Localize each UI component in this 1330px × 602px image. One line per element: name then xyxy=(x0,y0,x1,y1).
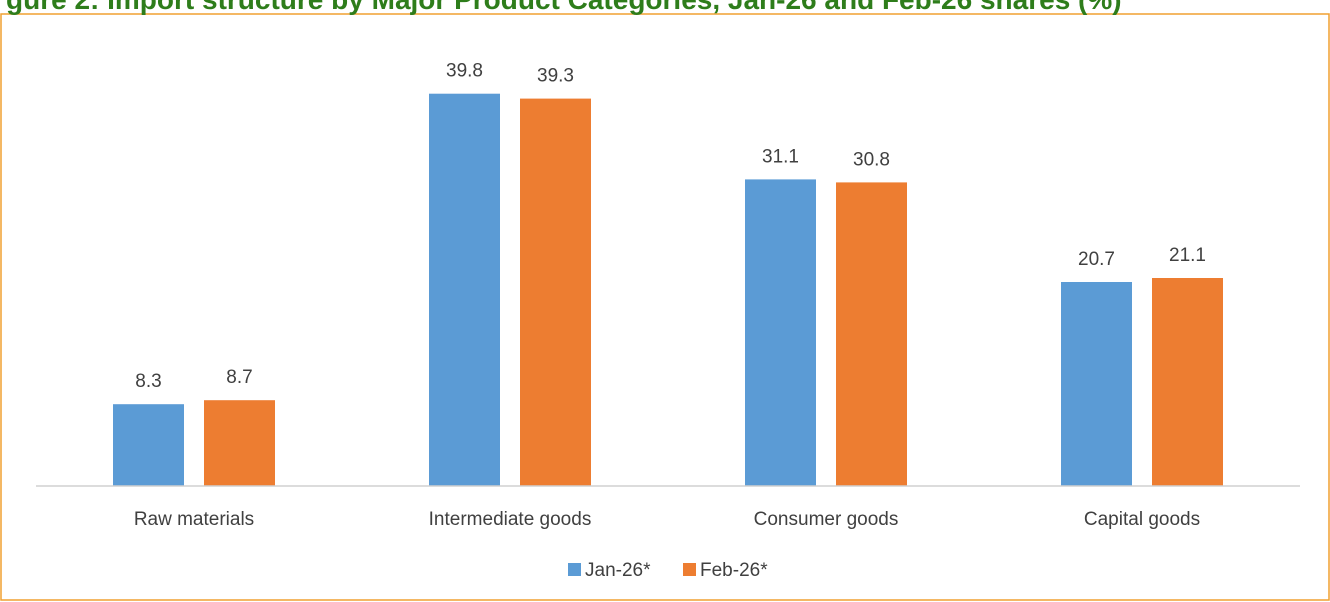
bars-layer xyxy=(113,93,1223,486)
data-label: 8.3 xyxy=(135,371,161,392)
bar-capital-goods-1 xyxy=(1152,278,1223,486)
bar-capital-goods-0 xyxy=(1061,282,1132,486)
bar-consumer-goods-0 xyxy=(745,179,816,486)
bar-consumer-goods-1 xyxy=(836,182,907,486)
data-label: 8.7 xyxy=(226,367,252,388)
legend-label-0: Jan-26* xyxy=(585,560,651,581)
x-tick-label: Intermediate goods xyxy=(429,509,592,530)
x-tick-label: Consumer goods xyxy=(754,509,899,530)
legend-swatch-1 xyxy=(683,563,696,576)
bar-intermediate-goods-0 xyxy=(429,93,500,486)
data-label: 39.3 xyxy=(537,66,574,87)
x-tick-label: Raw materials xyxy=(134,509,254,530)
bar-raw-materials-1 xyxy=(204,400,275,486)
x-tick-label: Capital goods xyxy=(1084,509,1200,530)
data-label: 31.1 xyxy=(762,146,799,167)
bar-intermediate-goods-1 xyxy=(520,98,591,486)
data-labels-layer: 8.3 8.7 39.8 39.3 31.1 30.8 20.7 21.1 xyxy=(135,61,1206,393)
chart-frame-border xyxy=(0,13,1330,601)
legend: Jan-26* Feb-26* xyxy=(568,560,768,581)
x-tick-labels: Raw materials Intermediate goods Consumer … xyxy=(134,509,1200,530)
bar-raw-materials-0 xyxy=(113,404,184,486)
legend-label-1: Feb-26* xyxy=(700,560,768,581)
chart-title: gure 2: Import structure by Major Produc… xyxy=(6,0,1122,15)
data-label: 21.1 xyxy=(1169,245,1206,266)
legend-swatch-0 xyxy=(568,563,581,576)
data-label: 30.8 xyxy=(853,149,890,170)
data-label: 20.7 xyxy=(1078,249,1115,270)
data-label: 39.8 xyxy=(446,61,483,82)
